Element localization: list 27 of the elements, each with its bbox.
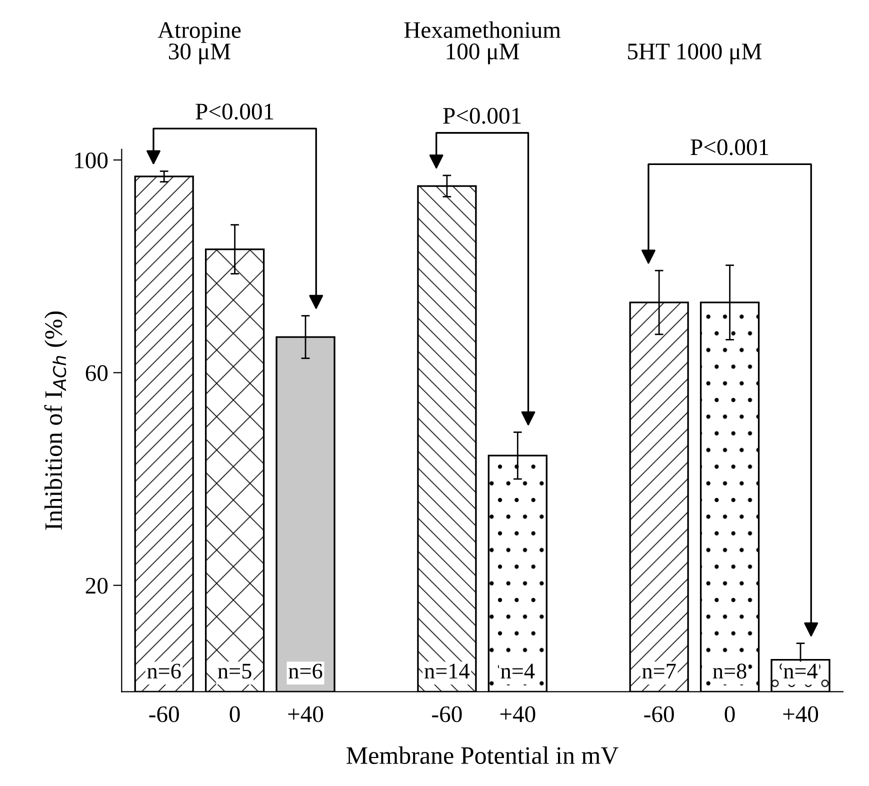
annotation: n=14 bbox=[424, 664, 470, 678]
annotation: n=6 bbox=[288, 664, 322, 679]
text: 5HT 1000 μM bbox=[628, 44, 762, 64]
annotation: n=4 bbox=[500, 664, 535, 678]
x-tick-label: +40 bbox=[500, 706, 536, 722]
text: Atropine 30 μM bbox=[158, 22, 241, 64]
x-tick-label: +40 bbox=[783, 706, 818, 722]
annotation: n=8 bbox=[712, 664, 746, 679]
x-tick-label: 0 bbox=[724, 706, 735, 722]
x-tick-label: -60 bbox=[149, 706, 179, 722]
annotation: n=5 bbox=[218, 664, 252, 679]
x-tick-label: -60 bbox=[644, 706, 674, 722]
annotation: n=7 bbox=[642, 664, 676, 678]
x-tick-label: -60 bbox=[432, 706, 462, 722]
annotation: n=6 bbox=[147, 664, 181, 679]
y-tick-label: 60 bbox=[86, 365, 108, 382]
text: P<0.001 bbox=[196, 104, 274, 120]
y-tick-label: 20 bbox=[86, 578, 108, 594]
annotation: P<0.001 bbox=[690, 139, 768, 156]
x-tick-label: 0 bbox=[230, 706, 240, 722]
annotation: n=4 bbox=[784, 664, 818, 678]
y-axis-title: Inhibition of I$_{ACh}$ (%) bbox=[44, 312, 68, 530]
x-axis-title: Membrane Potential in mV bbox=[346, 746, 618, 764]
x-tick-label: +40 bbox=[288, 706, 324, 722]
text: P<0.001 bbox=[443, 108, 521, 124]
y-tick-label: 100 bbox=[75, 152, 108, 168]
text: Hexamethonium 100 μM bbox=[404, 21, 561, 64]
